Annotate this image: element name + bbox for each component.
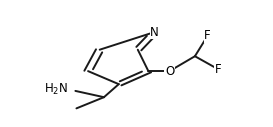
Text: F: F	[215, 63, 221, 76]
Text: O: O	[165, 65, 174, 78]
Text: N: N	[150, 26, 159, 38]
Text: F: F	[204, 29, 211, 42]
Text: H$_2$N: H$_2$N	[44, 82, 68, 97]
